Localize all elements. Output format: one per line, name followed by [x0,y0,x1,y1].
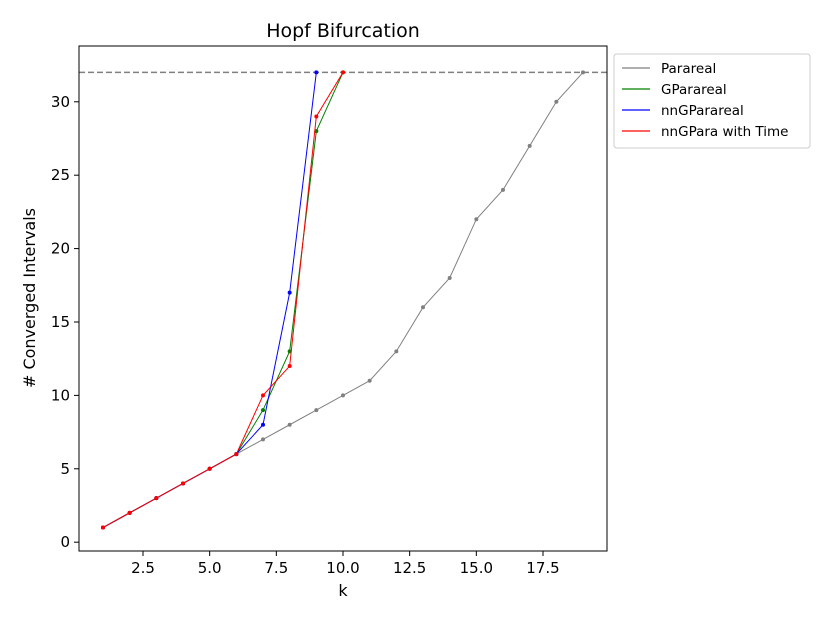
series-line [102,72,344,528]
x-tick-label: 15.0 [460,559,493,577]
plot-background [79,46,607,551]
data-point [447,275,452,280]
data-point [261,422,265,427]
legend: Parareal GParareal nnGParareal nnGPara with… [613,53,811,149]
legend-item: nnGParareal [622,103,744,119]
x-tick-label: 2.5 [131,559,155,577]
y-tick-label: 5 [60,460,70,478]
legend-item: Parareal [622,61,716,77]
data-point [314,114,319,119]
data-point [127,510,132,515]
x-tick-label: 5.0 [198,559,222,577]
legend-label: Parareal [661,61,716,77]
y-tick-label: 25 [51,166,70,184]
legend-label: GParareal [661,82,727,98]
x-tick-label: 10.0 [326,559,359,577]
data-point [154,496,159,501]
data-point [287,364,292,369]
legend-label: nnGParareal [661,103,744,119]
y-tick-label: 0 [60,533,70,551]
y-axis-title: # Converged Intervals [20,208,39,388]
data-point [474,217,479,222]
x-tick-label: 17.5 [526,559,559,577]
data-point [341,70,345,75]
data-point [554,99,559,104]
data-point [101,525,105,530]
data-point [341,393,345,398]
x-tick-label: 7.5 [264,559,288,577]
chart-title: Hopf Bifurcation [266,20,420,42]
data-point [234,452,239,457]
data-point [261,393,265,398]
data-point [581,70,585,75]
data-point [207,466,212,471]
y-tick-label: 30 [51,93,70,111]
legend-item: GParareal [622,82,727,98]
data-point [287,422,292,427]
data-point [261,437,265,442]
data-point [261,408,265,413]
y-axis: 0 5 10 15 20 25 30 [51,93,79,551]
legend-item: nnGPara with Time [622,124,788,140]
data-point [314,70,319,75]
y-tick-label: 10 [51,386,70,404]
data-point [287,290,292,295]
data-point [421,305,425,310]
series-4 [101,70,345,530]
data-point [181,481,185,486]
data-point [394,349,399,354]
data-point [527,143,532,148]
x-axis: 2.5 5.0 7.5 10.0 12.5 15.0 17.5 [131,551,560,577]
series-layer [101,70,585,530]
legend-box [613,53,811,149]
y-tick-label: 15 [51,313,70,331]
x-axis-title: k [338,581,348,600]
y-tick-label: 20 [51,240,70,258]
legend-label: nnGPara with Time [661,124,788,140]
data-point [501,187,505,192]
data-point [314,408,319,413]
data-point [367,378,372,383]
x-tick-label: 12.5 [393,559,426,577]
